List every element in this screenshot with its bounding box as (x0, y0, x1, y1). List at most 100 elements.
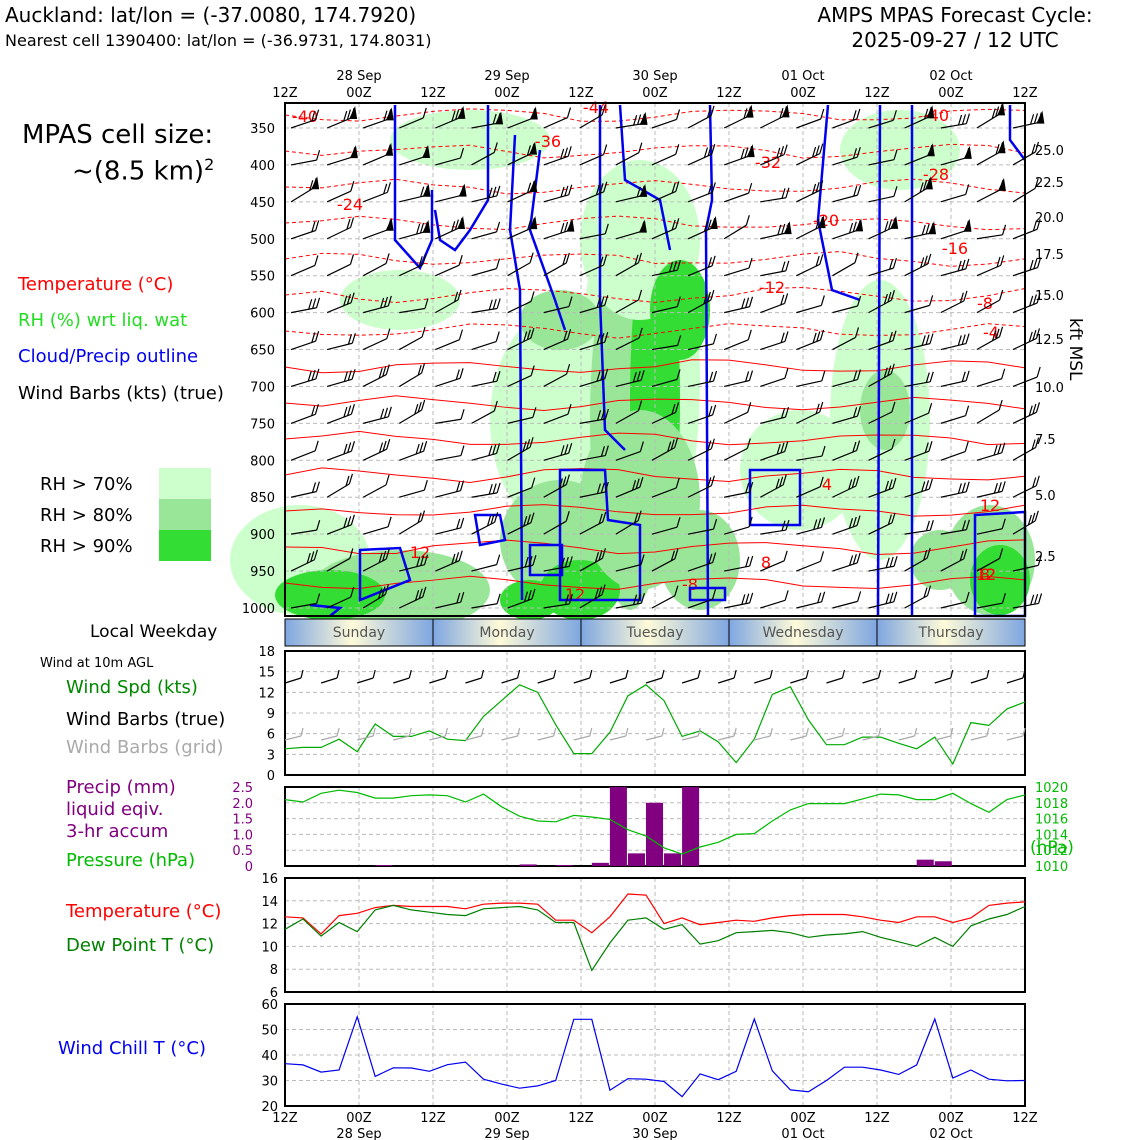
wind-barb-pennant (781, 104, 790, 118)
wind-barb-feather (710, 105, 715, 116)
pressure-tick-label: 1016 (1035, 813, 1068, 828)
wind-barb-feather (813, 519, 818, 530)
wind-barb-feather (529, 437, 534, 448)
wind-barb-feather (950, 669, 954, 679)
wind-barb-feather (781, 407, 786, 419)
wind-barb (760, 450, 785, 461)
wind-barb-feather (492, 186, 497, 197)
wind-barb-feather (460, 591, 465, 603)
wind-barb-feather (453, 291, 459, 303)
wind-barb (832, 156, 858, 166)
wind-barb-feather (422, 586, 427, 598)
wind-barb-feather (1032, 220, 1038, 231)
wind-barb-feather (1034, 593, 1039, 605)
wind-barb (940, 230, 966, 240)
wind-barb (615, 410, 639, 424)
wind-barb-feather (674, 402, 680, 413)
wind-barb-feather (965, 113, 970, 124)
chill-tick-label: 50 (261, 1024, 278, 1039)
wind-barb-feather (408, 669, 412, 679)
wind-barb-grid (934, 735, 951, 741)
wind-barb (796, 304, 822, 314)
wind-barb-feather (565, 511, 570, 522)
wind-barb-feather (495, 221, 501, 233)
wind-barb-feather (306, 553, 311, 564)
wind-barb (904, 488, 930, 498)
wind-barb-feather (671, 182, 676, 194)
wind-barb-feather (490, 513, 495, 525)
wind-barb-pennant (457, 215, 466, 229)
pressure-tick-label: 750 (250, 417, 275, 432)
wind-panel-frame (284, 650, 1026, 776)
wind-barb-feather (711, 144, 716, 155)
wind-barb (760, 529, 787, 535)
wind-barb-feather (419, 222, 425, 234)
wind-barb-feather (315, 368, 320, 380)
wind-barb-feather (711, 589, 717, 600)
wind-barb (796, 118, 821, 129)
wind-barb-feather (887, 219, 893, 230)
wind-barb-feather (748, 182, 753, 194)
wind-barb-feather (676, 296, 681, 307)
wind-barb-feather (924, 442, 929, 453)
wind-barb (868, 601, 894, 609)
wind-barb-grid (609, 735, 627, 741)
wind-barb-feather (568, 556, 573, 567)
wind-barb (362, 448, 387, 461)
wind-barb-feather (311, 482, 317, 493)
wind-barb (326, 117, 352, 129)
wind-barb-feather (957, 335, 962, 346)
wind-barb-grid (1006, 735, 1024, 741)
wind-barb-feather (857, 591, 862, 602)
wind-barb-feather (526, 514, 531, 525)
wind-barb-feather (316, 593, 321, 604)
wind-barb-feather (492, 371, 497, 383)
wind-barb-feather (745, 593, 750, 604)
wind-barb-feather (676, 260, 681, 271)
wind-barb-feather (848, 222, 854, 234)
wind-barb-feather (703, 293, 708, 305)
legend-rh90: RH > 90% (40, 536, 133, 557)
wind-barb (760, 340, 786, 351)
forecast-cycle-title: AMPS MPAS Forecast Cycle: (817, 3, 1093, 27)
wind-barb (832, 525, 858, 535)
wind-barb (651, 344, 678, 351)
wind-barb-feather (424, 298, 429, 309)
wind-barb-feather (523, 331, 528, 342)
wind-barb-feather (493, 142, 498, 153)
pressure-tick-label: 1010 (1035, 860, 1068, 875)
temperature-contour (284, 286, 1026, 304)
wind-barb (435, 560, 460, 572)
wind-barb-feather (893, 186, 898, 197)
wind-barb-feather (675, 181, 680, 192)
wind-barb (724, 565, 750, 572)
wind-barb-feather (496, 593, 501, 604)
wind-barb (723, 192, 749, 203)
kft-tick-label: 12.5 (1035, 333, 1064, 348)
wind-barb-feather (1001, 442, 1006, 453)
wind-barb (976, 602, 1003, 609)
wind-barb (579, 454, 606, 461)
wind-barb (615, 451, 641, 461)
wind-barb-feather (455, 109, 460, 120)
wind-barb (723, 411, 748, 424)
wind-barb-feather (856, 146, 861, 158)
wind-barb-feather (598, 513, 603, 524)
wind-barb (507, 227, 532, 240)
temperature-contour (284, 467, 1026, 483)
top-hour-label: 00Z (642, 86, 668, 101)
cross-section-frame (284, 102, 1026, 617)
precip-bar (519, 864, 537, 866)
precip-tick-label: 2.0 (232, 797, 253, 812)
wind-barb-pennant (529, 179, 538, 193)
wind-barb-feather (560, 445, 565, 456)
wind-barb-feather (1001, 224, 1007, 235)
wind-barb-feather (421, 362, 426, 374)
wind-barb (435, 454, 462, 461)
wind-barb-feather (595, 184, 600, 196)
wind-barb-feather (382, 366, 387, 377)
wind-barb-true (790, 677, 807, 684)
wind-barb-feather (524, 556, 529, 568)
wind-barb-grid (970, 735, 987, 741)
